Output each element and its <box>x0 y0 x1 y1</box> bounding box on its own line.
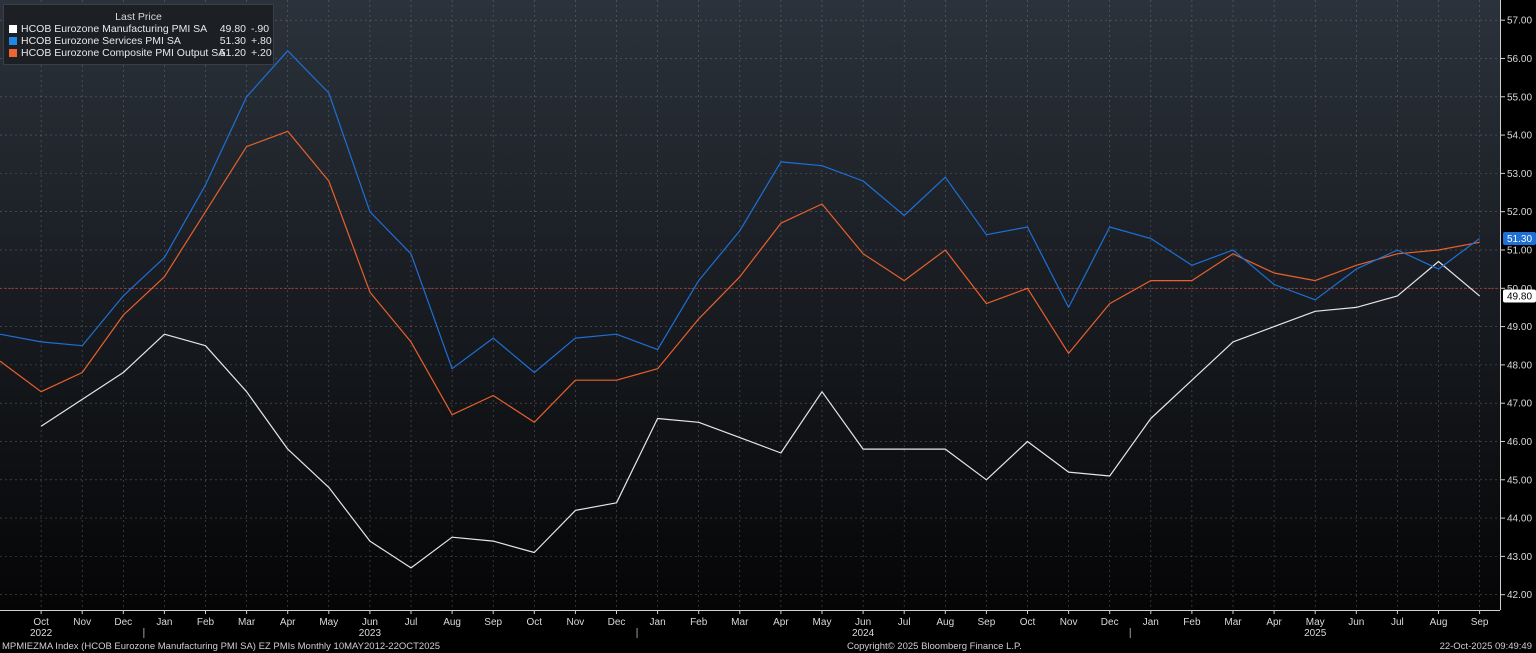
x-tick-label: Oct <box>33 617 49 628</box>
x-tick-label: Sep <box>978 617 996 628</box>
series-line-composite <box>0 130 1480 423</box>
x-axis-panel <box>0 610 1500 640</box>
legend-name: HCOB Eurozone Manufacturing PMI SA <box>21 23 208 35</box>
footer-timestamp: 22-Oct-2025 09:49:49 <box>1439 641 1532 652</box>
y-tick-label: 56.00 <box>1507 54 1532 65</box>
y-tick-label: 48.00 <box>1507 360 1532 371</box>
legend-swatch-services <box>9 37 17 45</box>
x-tick-label: Mar <box>731 617 749 628</box>
y-tick-label: 49.00 <box>1507 322 1532 333</box>
x-tick-label: Aug <box>1430 617 1448 628</box>
y-tick-label: 55.00 <box>1507 92 1532 103</box>
legend-value: 51.30 <box>219 35 246 47</box>
x-tick-label: Nov <box>73 617 91 628</box>
last-value-tag-bg <box>1503 231 1536 245</box>
last-value-tag-label: 49.80 <box>1507 291 1532 302</box>
legend-change: +.80 <box>251 35 272 47</box>
legend-box: Last Price HCOB Eurozone Manufacturing P… <box>3 4 274 65</box>
x-tick-label: Jul <box>1391 617 1404 628</box>
footer-copyright: Copyright© 2025 Bloomberg Finance L.P. <box>847 641 1022 652</box>
x-tick-label: Apr <box>773 617 789 628</box>
x-tick-label: Feb <box>197 617 215 628</box>
year-label: 2025 <box>1304 628 1327 639</box>
footer-bar: MPMIEZMA Index (HCOB Eurozone Manufactur… <box>0 640 1536 653</box>
x-tick-label: Nov <box>567 617 585 628</box>
series-line-services <box>0 50 1480 374</box>
legend-name: HCOB Eurozone Services PMI SA <box>21 35 181 47</box>
y-axis: 42.00 43.00 44.00 45.00 46.00 47.00 48.00 49.00… <box>1500 0 1532 610</box>
series-layer <box>0 50 1480 569</box>
y-tick-label: 44.00 <box>1507 514 1532 525</box>
y-tick-label: 46.00 <box>1507 437 1532 448</box>
year-label: 2024 <box>852 628 875 639</box>
x-tick-label: Jan <box>156 617 172 628</box>
x-tick-label: Jul <box>405 617 418 628</box>
x-tick-label: Jan <box>1143 617 1159 628</box>
y-tick-label: 50.00 <box>1507 284 1532 295</box>
legend-item-composite: HCOB Eurozone Composite PMI Output SA 51… <box>4 47 273 59</box>
legend-item-manufacturing: HCOB Eurozone Manufacturing PMI SA 49.80… <box>4 23 273 35</box>
y-tick-label: 45.00 <box>1507 475 1532 486</box>
legend-name: HCOB Eurozone Composite PMI Output SA <box>21 47 226 59</box>
last-value-tag-bg <box>1503 289 1536 303</box>
x-tick-label: Nov <box>1060 617 1078 628</box>
x-tick-label: Jun <box>1348 617 1364 628</box>
footer-security-info: MPMIEZMA Index (HCOB Eurozone Manufactur… <box>2 641 441 652</box>
y-tick-label: 54.00 <box>1507 131 1532 142</box>
y-tick-label: 57.00 <box>1507 16 1532 27</box>
x-tick-label: Oct <box>1020 617 1036 628</box>
x-tick-label: Mar <box>238 617 256 628</box>
year-label: 2023 <box>359 628 382 639</box>
x-tick-label: Apr <box>280 617 296 628</box>
legend-swatch-manufacturing <box>9 25 17 33</box>
y-tick-label: 51.00 <box>1507 245 1532 256</box>
y-tick-label: 42.00 <box>1507 590 1532 601</box>
x-tick-label: Jun <box>855 617 871 628</box>
legend-item-services: HCOB Eurozone Services PMI SA 51.30 +.80 <box>4 35 273 47</box>
last-value-tags: 51.30 49.80 <box>1503 231 1536 303</box>
y-tick-label: 52.00 <box>1507 207 1532 218</box>
last-value-tag-label: 51.30 <box>1507 234 1532 245</box>
x-tick-label: Sep <box>1471 617 1489 628</box>
legend-change: -.90 <box>251 23 270 35</box>
year-label: 2022 <box>30 628 53 639</box>
legend-value: 51.20 <box>219 47 246 59</box>
x-tick-label: May <box>1306 617 1325 628</box>
series-line-manufacturing <box>40 260 1480 569</box>
x-tick-label: Mar <box>1224 617 1242 628</box>
x-tick-label: Jan <box>650 617 666 628</box>
x-tick-label: Oct <box>527 617 543 628</box>
x-tick-label: Dec <box>608 617 626 628</box>
y-tick-label: 43.00 <box>1507 552 1532 563</box>
x-tick-label: Dec <box>1101 617 1119 628</box>
x-tick-label: Aug <box>443 617 461 628</box>
x-tick-label: Dec <box>114 617 132 628</box>
y-tick-label: 47.00 <box>1507 399 1532 410</box>
x-tick-label: May <box>319 617 338 628</box>
x-tick-label: Feb <box>1183 617 1201 628</box>
x-tick-label: Aug <box>936 617 954 628</box>
legend-value: 49.80 <box>219 23 246 35</box>
y-axis-panel <box>1500 0 1536 640</box>
x-tick-label: May <box>813 617 832 628</box>
x-tick-label: Jun <box>362 617 378 628</box>
y-tick-label: 53.00 <box>1507 169 1532 180</box>
plot-background <box>0 0 1500 610</box>
x-tick-label: Jul <box>898 617 911 628</box>
legend-change: +.20 <box>251 47 272 59</box>
x-tick-label: Sep <box>484 617 502 628</box>
legend-swatch-composite <box>9 49 17 57</box>
x-tick-label: Feb <box>690 617 708 628</box>
x-tick-label: Apr <box>1266 617 1282 628</box>
legend-title: Last Price <box>115 11 162 23</box>
x-axis: Oct Nov Dec Jan Feb Mar Apr May Jun Jul Aug Sep Oct N… <box>0 610 1500 639</box>
